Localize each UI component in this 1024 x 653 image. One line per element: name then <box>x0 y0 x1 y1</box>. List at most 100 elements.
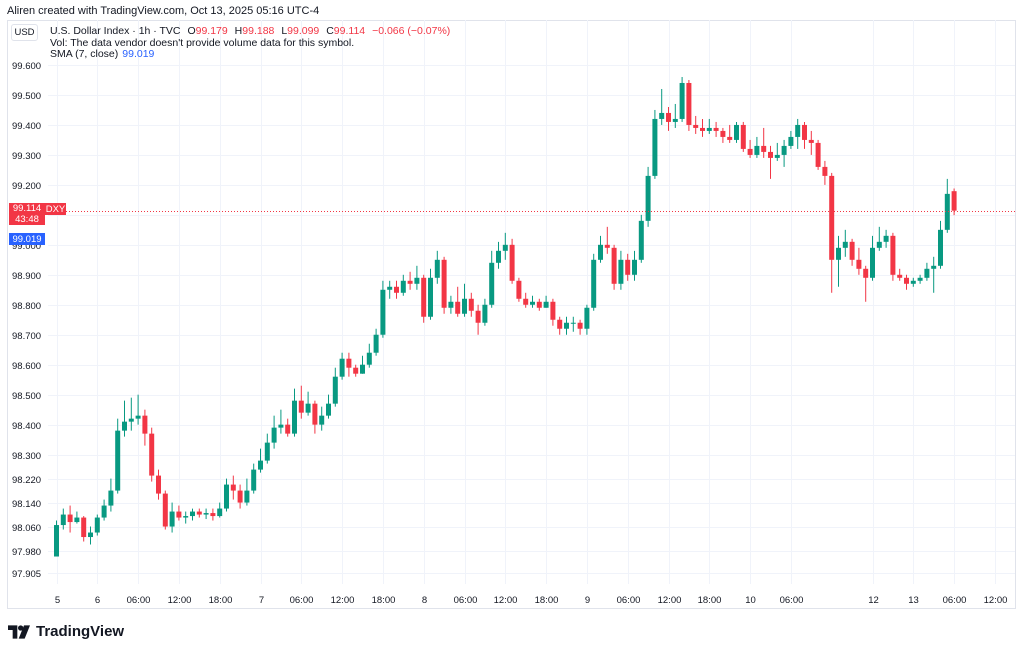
candle <box>434 250 440 284</box>
candle <box>530 295 535 308</box>
candle <box>203 508 209 520</box>
candle <box>162 490 168 530</box>
y-tick-label: 98.500 <box>12 391 41 402</box>
candle <box>890 232 896 281</box>
candle-body <box>394 286 399 293</box>
candle-body <box>768 151 773 158</box>
x-tick-label: 18:00 <box>535 595 559 606</box>
candle-body <box>162 493 168 527</box>
candle-body <box>203 513 209 515</box>
candle <box>747 139 753 158</box>
currency-button[interactable]: USD <box>11 24 38 41</box>
legend-open-label: O <box>187 25 196 37</box>
candle-body <box>387 286 393 290</box>
candle <box>672 103 678 128</box>
candle <box>931 256 937 293</box>
candle <box>210 508 216 521</box>
candle-body <box>904 277 909 284</box>
legend-symbol[interactable]: U.S. Dollar Index · 1h · TVC <box>50 25 181 37</box>
candle-body <box>883 235 889 242</box>
candle <box>604 226 610 254</box>
candle-body <box>176 511 182 518</box>
candle <box>659 88 665 125</box>
candle-body <box>441 259 447 308</box>
y-tick-label: 99.300 <box>12 151 41 162</box>
candle-body <box>910 280 916 284</box>
candle-body <box>938 229 943 266</box>
candle-body <box>584 307 590 329</box>
candle <box>149 427 155 482</box>
candle-body <box>339 358 345 377</box>
candle-body <box>400 280 406 293</box>
candle <box>788 130 794 149</box>
candle-body <box>829 175 835 260</box>
candle <box>101 499 107 521</box>
candle-body <box>94 517 100 533</box>
x-tick-label: 12:00 <box>494 595 518 606</box>
candle-body <box>543 301 549 308</box>
candle-body <box>917 277 923 281</box>
candle-body <box>489 262 495 305</box>
legend-ohlc: U.S. Dollar Index · 1h · TVC O99.179 H99… <box>50 25 454 37</box>
legend-low-value: 99.099 <box>287 25 320 37</box>
candle-body <box>115 430 121 491</box>
candle <box>339 352 345 380</box>
candle-body <box>455 301 461 314</box>
candle-body <box>890 235 896 275</box>
x-tick-label: 18:00 <box>372 595 396 606</box>
candle <box>550 298 556 326</box>
candle-body <box>88 532 93 538</box>
candle <box>489 250 495 308</box>
candle <box>720 127 726 143</box>
candle <box>523 292 529 308</box>
y-tick-label: 98.900 <box>12 271 41 282</box>
sma-price-badge: 99.019 <box>9 233 45 245</box>
candle <box>482 298 488 326</box>
candle-body <box>332 376 338 404</box>
candle <box>951 188 957 216</box>
attribution-text: Aliren created with TradingView.com, Oct… <box>7 5 320 17</box>
candle-body <box>169 511 175 527</box>
candle <box>285 418 291 437</box>
candle-body <box>360 364 365 374</box>
candle-body <box>482 304 488 323</box>
candle <box>849 238 855 266</box>
candle <box>305 391 311 416</box>
candle-body <box>754 145 760 155</box>
candle <box>727 124 733 143</box>
legend-sma[interactable]: SMA (7, close) 99.019 <box>50 48 154 60</box>
candle-body <box>734 124 739 140</box>
candle-body <box>577 322 583 329</box>
candle <box>400 274 406 296</box>
candle <box>870 235 875 281</box>
x-tick-label: 10 <box>745 595 756 606</box>
candle <box>754 136 760 158</box>
candle <box>944 178 950 233</box>
candle <box>196 508 202 518</box>
candle <box>910 277 916 287</box>
x-tick-label: 12 <box>868 595 879 606</box>
candle <box>60 508 66 530</box>
candle <box>829 172 835 293</box>
candle <box>394 280 399 299</box>
candle-body <box>196 511 202 515</box>
candle-body <box>530 301 535 305</box>
candle-body <box>366 352 372 365</box>
candle-body <box>224 484 229 509</box>
candle <box>319 406 325 431</box>
candle-body <box>468 298 474 311</box>
last-price-value: 99.114 <box>12 203 42 214</box>
candle-body <box>74 517 80 523</box>
candle <box>781 139 787 167</box>
legend-volume-note: Vol: The data vendor doesn't provide vol… <box>50 37 355 49</box>
candles <box>54 76 957 557</box>
candle <box>156 469 161 500</box>
candle <box>88 526 93 545</box>
candle <box>448 295 454 314</box>
candle-body <box>727 136 733 140</box>
x-tick-label: 18:00 <box>209 595 233 606</box>
candle <box>584 304 590 335</box>
candle-body <box>244 490 250 503</box>
candle-body <box>421 277 427 317</box>
